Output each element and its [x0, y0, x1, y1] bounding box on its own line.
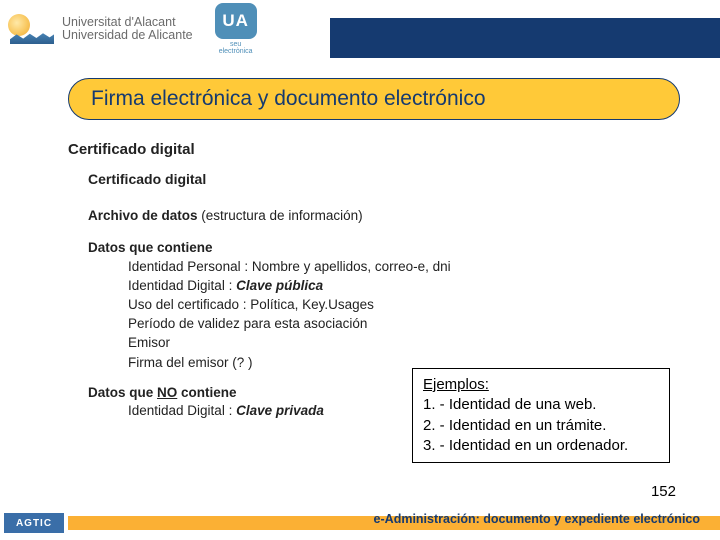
list-item: Emisor: [128, 334, 680, 352]
examples-box: Ejemplos: 1. - Identidad de una web. 2. …: [412, 368, 670, 463]
ua-badge: UA seu electrònica: [215, 3, 257, 55]
header-blue-bar: [330, 18, 720, 58]
footer-logo: AGTIC: [4, 513, 64, 533]
list-item: Uso del certificado : Política, Key.Usag…: [128, 296, 680, 314]
ua-badge-sub: seu electrònica: [219, 41, 253, 55]
example-item: 2. - Identidad en un trámite.: [423, 416, 659, 436]
slide-title: Firma electrónica y documento electrónic…: [68, 78, 680, 120]
footer-text: e-Administración: documento y expediente…: [374, 512, 700, 526]
list-item: Período de validez para esta asociación: [128, 315, 680, 333]
archivo-rest: (estructura de información): [198, 208, 363, 223]
uni-name-line2: Universidad de Alicante: [62, 29, 193, 42]
header: Universitat d'Alacant Universidad de Ali…: [0, 0, 720, 58]
university-logo: Universitat d'Alacant Universidad de Ali…: [8, 12, 193, 46]
logo-graphic: [8, 12, 56, 46]
heading-2: Certificado digital: [88, 170, 680, 189]
header-left: Universitat d'Alacant Universidad de Ali…: [0, 0, 257, 58]
contiene-head: Datos que contiene: [88, 239, 680, 257]
contiene-items: Identidad Personal : Nombre y apellidos,…: [128, 258, 680, 372]
page-number: 152: [651, 483, 676, 500]
examples-title: Ejemplos:: [423, 375, 659, 395]
example-item: 1. - Identidad de una web.: [423, 395, 659, 415]
example-item: 3. - Identidad en un ordenador.: [423, 436, 659, 456]
list-item: Identidad Personal : Nombre y apellidos,…: [128, 258, 680, 276]
list-item: Identidad Digital : Clave pública: [128, 277, 680, 295]
university-name: Universitat d'Alacant Universidad de Ali…: [62, 16, 193, 42]
archivo-line: Archivo de datos (estructura de informac…: [88, 207, 680, 225]
ua-badge-label: UA: [215, 3, 257, 39]
archivo-bold: Archivo de datos: [88, 208, 198, 223]
heading-1: Certificado digital: [68, 140, 680, 160]
